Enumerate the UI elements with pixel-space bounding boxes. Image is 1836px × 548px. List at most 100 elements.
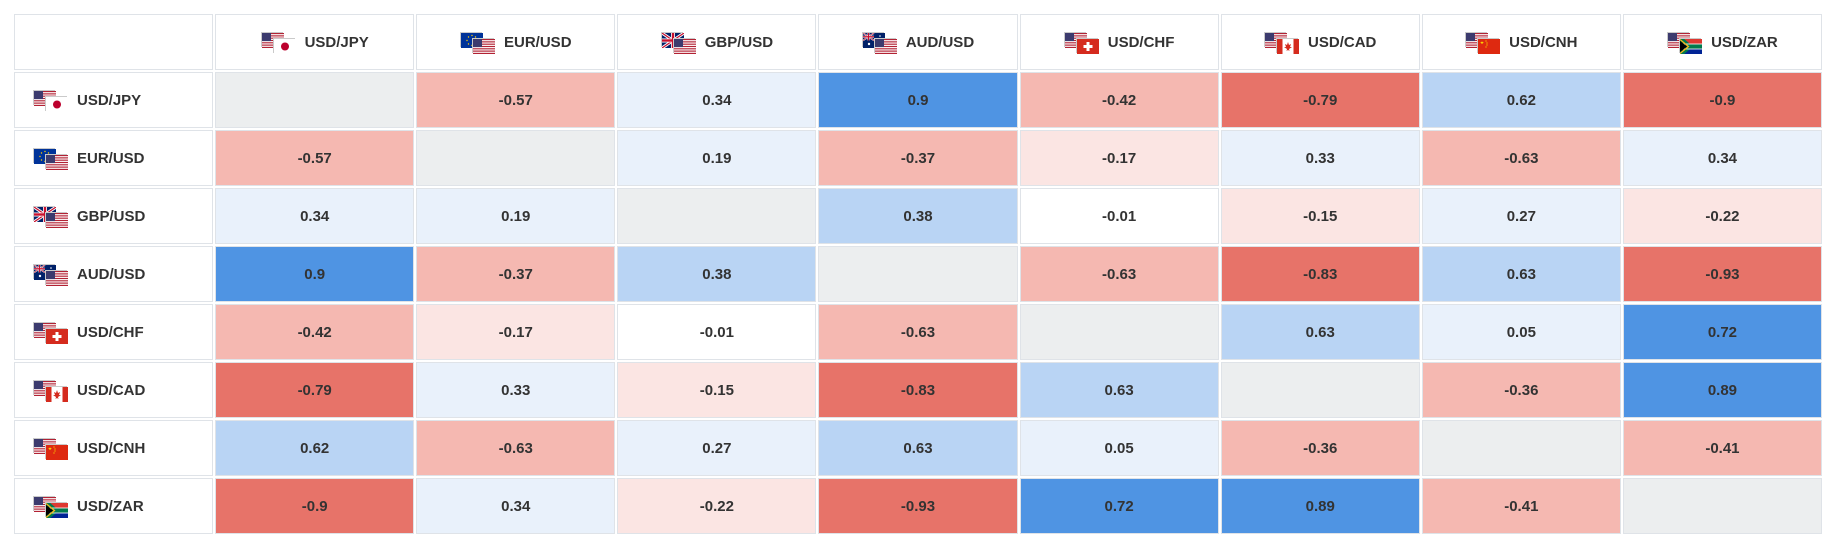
flag-jp-icon [45,96,67,111]
correlation-cell: -0.83 [1221,246,1420,302]
flag-pair-icon [33,380,67,400]
row-header: USD/CAD [14,362,213,418]
table-row: USD/ZAR-0.90.34-0.22-0.930.720.89-0.41 [14,478,1822,534]
correlation-cell: 0.63 [1221,304,1420,360]
flag-ca-icon [45,386,67,401]
correlation-cell: 0.38 [818,188,1017,244]
flag-pair-icon [1064,32,1098,52]
correlation-cell: -0.15 [617,362,816,418]
correlation-cell: 0.89 [1623,362,1822,418]
pair-code: EUR/USD [504,34,572,51]
col-header: USD/CNH [1422,14,1621,70]
correlation-cell: 0.34 [215,188,414,244]
flag-pair-icon [1465,32,1499,52]
correlation-cell [1221,362,1420,418]
correlation-cell: 0.9 [818,72,1017,128]
flag-cn-icon [1477,38,1499,53]
correlation-cell: -0.17 [1020,130,1219,186]
flag-pair-icon [1264,32,1298,52]
correlation-cell: 0.72 [1623,304,1822,360]
row-header: USD/CNH [14,420,213,476]
correlation-cell: 0.63 [1422,246,1621,302]
flag-pair-icon [33,206,67,226]
correlation-cell: 0.34 [617,72,816,128]
pair-code: USD/ZAR [1711,34,1778,51]
pair-code: USD/CNH [1509,34,1577,51]
flag-pair-icon [33,148,67,168]
flag-pair-icon [1667,32,1701,52]
pair-code: USD/JPY [77,92,141,109]
pair-code: AUD/USD [906,34,974,51]
flag-us-icon [45,154,67,169]
correlation-cell: 0.19 [617,130,816,186]
correlation-cell: 0.63 [1020,362,1219,418]
flag-ch-icon [1076,38,1098,53]
col-header: USD/CAD [1221,14,1420,70]
correlation-cell: -0.17 [416,304,615,360]
flag-cn-icon [45,444,67,459]
flag-pair-icon [261,32,295,52]
col-header: USD/JPY [215,14,414,70]
row-header: EUR/USD [14,130,213,186]
correlation-cell: 0.19 [416,188,615,244]
correlation-cell: -0.93 [1623,246,1822,302]
correlation-cell: -0.63 [1020,246,1219,302]
flag-jp-icon [273,38,295,53]
flag-us-icon [874,38,896,53]
flag-pair-icon [33,264,67,284]
pair-code: GBP/USD [705,34,773,51]
row-header: USD/JPY [14,72,213,128]
correlation-cell: -0.37 [818,130,1017,186]
pair-code: GBP/USD [77,208,145,225]
correlation-cell: 0.34 [416,478,615,534]
col-header: USD/ZAR [1623,14,1822,70]
correlation-cell: -0.36 [1221,420,1420,476]
correlation-cell [617,188,816,244]
pair-code: USD/CAD [77,382,145,399]
correlation-cell: -0.01 [1020,188,1219,244]
correlation-cell: 0.72 [1020,478,1219,534]
table-row: EUR/USD-0.570.19-0.37-0.170.33-0.630.34 [14,130,1822,186]
pair-code: AUD/USD [77,266,145,283]
correlation-cell: -0.57 [416,72,615,128]
correlation-cell: -0.63 [818,304,1017,360]
table-row: GBP/USD0.340.190.38-0.01-0.150.27-0.22 [14,188,1822,244]
correlation-cell: -0.79 [1221,72,1420,128]
correlation-cell: -0.41 [1422,478,1621,534]
correlation-cell [416,130,615,186]
pair-code: USD/ZAR [77,498,144,515]
correlation-cell: -0.79 [215,362,414,418]
correlation-cell: -0.9 [1623,72,1822,128]
correlation-cell: -0.42 [1020,72,1219,128]
flag-pair-icon [33,322,67,342]
pair-code: USD/CHF [77,324,144,341]
flag-pair-icon [33,438,67,458]
flag-pair-icon [33,90,67,110]
flag-za-icon [1679,38,1701,53]
correlation-cell [215,72,414,128]
correlation-cell: 0.33 [416,362,615,418]
correlation-cell: 0.38 [617,246,816,302]
correlation-cell: 0.63 [818,420,1017,476]
correlation-cell: -0.37 [416,246,615,302]
correlation-cell: -0.22 [1623,188,1822,244]
correlation-cell: 0.9 [215,246,414,302]
correlation-cell: -0.9 [215,478,414,534]
row-header: GBP/USD [14,188,213,244]
correlation-cell [1020,304,1219,360]
correlation-cell: 0.27 [1422,188,1621,244]
corner-cell [14,14,213,70]
correlation-cell [1422,420,1621,476]
correlation-cell: -0.01 [617,304,816,360]
correlation-cell: 0.33 [1221,130,1420,186]
row-header: AUD/USD [14,246,213,302]
correlation-cell: -0.63 [416,420,615,476]
table-row: USD/CAD-0.790.33-0.15-0.830.63-0.360.89 [14,362,1822,418]
flag-pair-icon [862,32,896,52]
flag-ch-icon [45,328,67,343]
table-row: USD/CHF-0.42-0.17-0.01-0.630.630.050.72 [14,304,1822,360]
col-header: GBP/USD [617,14,816,70]
correlation-cell: 0.62 [1422,72,1621,128]
correlation-matrix-table: USD/JPY EUR/USD GBP/USD AUD/USD USD/CHF USD/C… [12,12,1824,536]
correlation-cell: -0.57 [215,130,414,186]
